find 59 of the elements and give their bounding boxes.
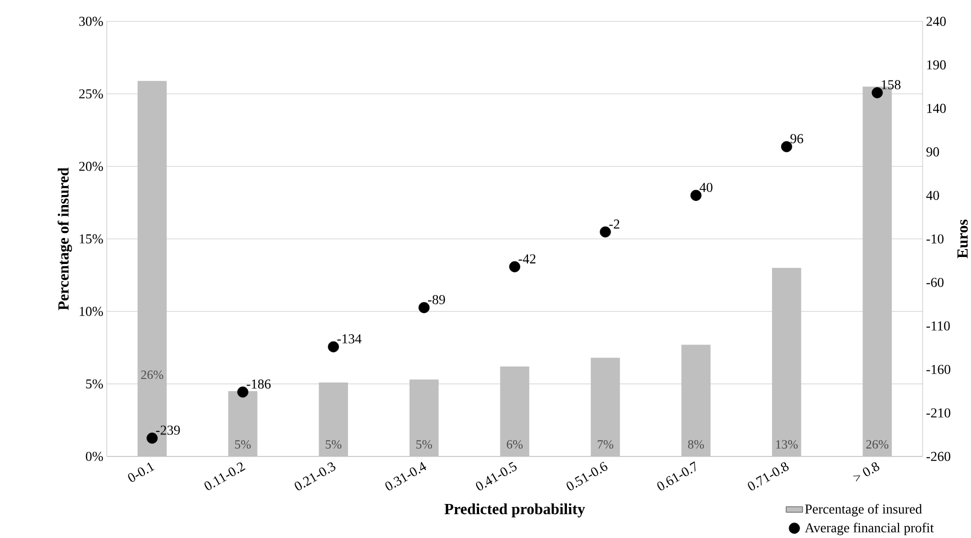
y-tick-label: 10% — [80, 307, 103, 316]
y2-tick-label: 140 — [927, 104, 946, 114]
y2-tick-label: -110 — [926, 322, 950, 331]
point — [146, 432, 158, 444]
data-label: 26% — [866, 440, 888, 449]
bar — [228, 391, 258, 457]
x-tick-label: 0-0.1 — [128, 462, 155, 482]
legend-label: Percentage of insured — [805, 504, 922, 517]
data-label: -134 — [337, 334, 362, 344]
data-label: 7% — [598, 440, 614, 449]
y-tick-label: 0% — [86, 452, 103, 462]
data-label: 26% — [141, 370, 164, 380]
point — [872, 87, 883, 98]
y2-tick-label: -160 — [926, 365, 950, 374]
point — [509, 261, 520, 272]
bar — [772, 268, 802, 457]
y2-tick-label: 240 — [926, 16, 946, 26]
x-tick-label: > 0.8 — [852, 462, 880, 482]
y-tick-label: 20% — [79, 162, 103, 172]
y-tick-label: 25% — [79, 89, 103, 99]
data-label: 5% — [235, 440, 251, 449]
x-axis-title: Predicted probability — [444, 504, 586, 518]
y-axis-title: Percentage of insured — [58, 168, 72, 310]
y2-tick-label: 90 — [926, 148, 940, 157]
y2-tick-label: -210 — [926, 408, 950, 418]
data-label: -89 — [428, 295, 445, 304]
data-label: -2 — [609, 220, 620, 229]
data-label: -186 — [246, 380, 271, 389]
data-label: 40 — [700, 183, 712, 192]
y2-tick-label: -10 — [926, 234, 944, 244]
bar — [500, 366, 530, 457]
data-label: 5% — [326, 440, 342, 449]
y-tick-label: 30% — [79, 16, 103, 26]
data-label: 13% — [776, 440, 798, 449]
bar — [409, 380, 439, 457]
y2-tick-label: -60 — [926, 278, 944, 288]
y-tick-label: 5% — [86, 380, 103, 389]
point — [418, 302, 430, 314]
y2-tick-label: 190 — [927, 60, 946, 70]
y2-tick-label: 40 — [926, 191, 940, 200]
data-label: -239 — [156, 426, 180, 435]
data-label: 6% — [506, 440, 523, 449]
data-label: 96 — [790, 134, 804, 144]
bar — [681, 344, 711, 457]
point — [237, 386, 248, 398]
data-label: 5% — [416, 440, 432, 449]
bar — [590, 358, 620, 457]
point — [690, 190, 702, 202]
bar — [318, 382, 348, 457]
y2-axis-title: Euros — [957, 220, 968, 258]
y2-tick-label: -260 — [926, 452, 950, 462]
y-tick-label: 15% — [80, 234, 103, 244]
point — [328, 341, 339, 353]
point — [781, 141, 792, 152]
data-label: -42 — [518, 254, 536, 264]
point — [600, 226, 611, 238]
legend-label: Average financial profit — [804, 522, 934, 536]
data-label: 158 — [882, 80, 900, 90]
data-label: 8% — [688, 440, 704, 449]
